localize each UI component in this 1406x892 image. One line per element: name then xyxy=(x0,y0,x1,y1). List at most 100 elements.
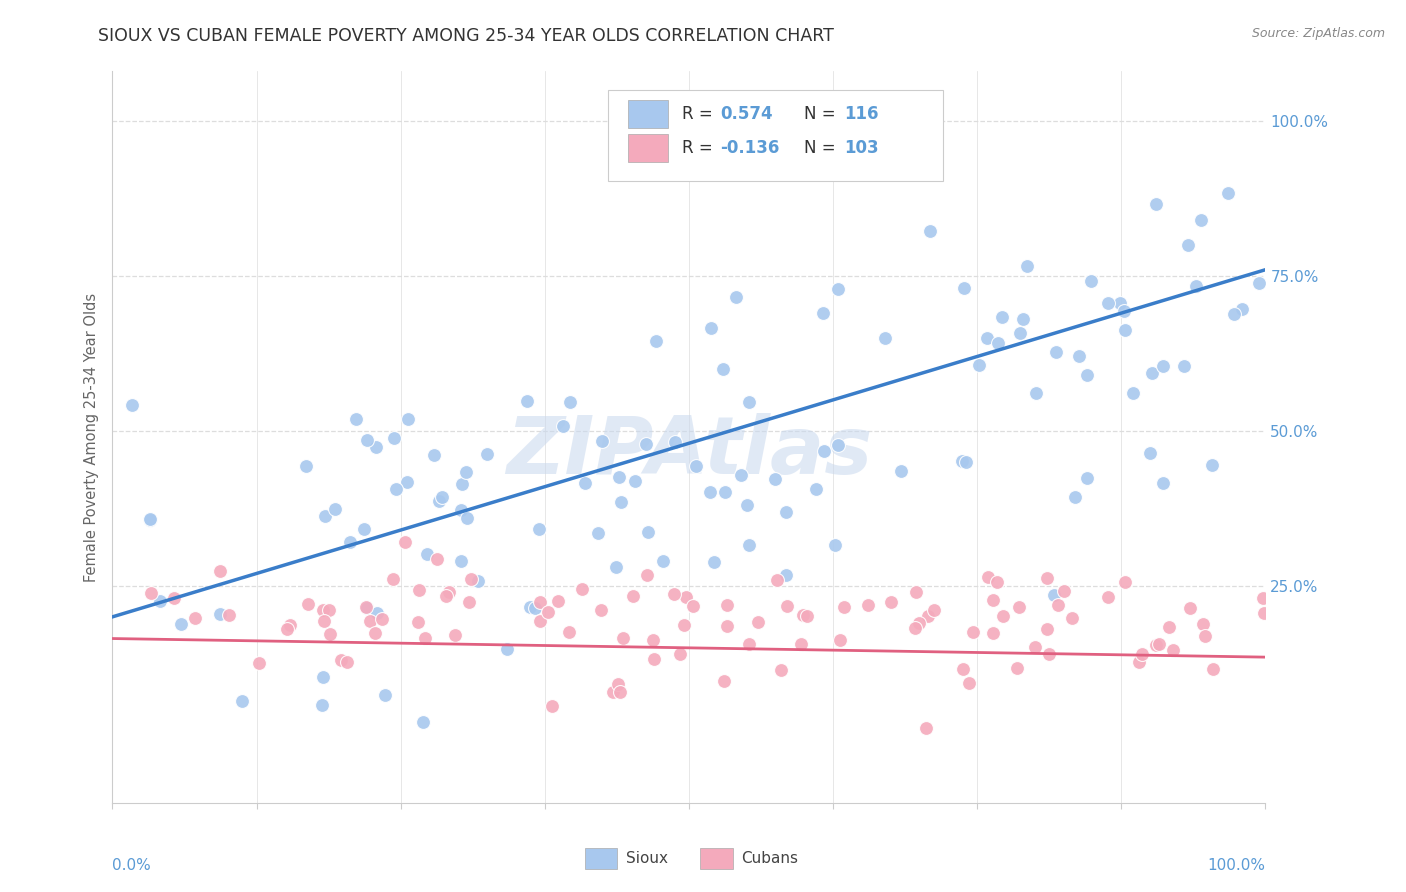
Point xyxy=(571,582,593,597)
Point xyxy=(422,449,444,463)
Point xyxy=(588,526,610,541)
Point xyxy=(356,601,378,615)
Point xyxy=(1064,490,1087,504)
Point xyxy=(1080,274,1102,288)
Point xyxy=(183,611,205,625)
Point xyxy=(953,281,976,295)
Point xyxy=(675,590,697,604)
Point xyxy=(366,440,388,454)
Point xyxy=(434,589,457,603)
Point xyxy=(312,669,335,683)
Point xyxy=(1052,584,1074,599)
Point xyxy=(967,358,990,372)
Text: 103: 103 xyxy=(845,139,879,157)
Point xyxy=(1152,476,1174,491)
Point xyxy=(1130,647,1153,661)
Point xyxy=(672,617,695,632)
Point xyxy=(986,574,1008,589)
Point xyxy=(1035,571,1057,585)
Point xyxy=(366,607,388,621)
Point xyxy=(382,431,405,445)
Point xyxy=(1069,349,1091,363)
Point xyxy=(602,685,624,699)
Point xyxy=(792,607,814,622)
Point xyxy=(1114,323,1136,337)
Point xyxy=(1008,326,1031,341)
Point xyxy=(738,538,761,552)
Point xyxy=(645,334,668,348)
Point xyxy=(702,555,724,569)
Point xyxy=(827,438,849,452)
Point xyxy=(551,418,574,433)
Text: 0.0%: 0.0% xyxy=(112,858,152,872)
Point xyxy=(450,503,472,517)
Point xyxy=(1247,276,1270,290)
Point xyxy=(981,593,1004,607)
Point xyxy=(1147,637,1170,651)
Point xyxy=(460,572,482,586)
Point xyxy=(738,637,761,651)
Point xyxy=(523,601,546,615)
Point xyxy=(1038,647,1060,661)
Point xyxy=(962,624,984,639)
Text: -0.136: -0.136 xyxy=(720,139,779,157)
Point xyxy=(624,474,647,488)
Point xyxy=(149,594,172,608)
Point xyxy=(1177,238,1199,252)
Point xyxy=(139,585,162,599)
Point xyxy=(1161,643,1184,657)
Point xyxy=(950,453,973,467)
Point xyxy=(765,573,787,587)
Point xyxy=(1173,359,1195,373)
Point xyxy=(1076,471,1098,485)
Point xyxy=(381,572,404,586)
Point xyxy=(685,458,707,473)
FancyBboxPatch shape xyxy=(700,848,733,869)
Point xyxy=(456,510,478,524)
Point xyxy=(1157,620,1180,634)
Point xyxy=(828,632,851,647)
Point xyxy=(1114,574,1136,589)
Point xyxy=(1216,186,1239,200)
Text: 100.0%: 100.0% xyxy=(1208,858,1265,872)
Point xyxy=(385,482,408,496)
Point xyxy=(1223,307,1246,321)
Point xyxy=(716,618,738,632)
Point xyxy=(713,485,735,500)
Point xyxy=(547,593,569,607)
Point xyxy=(529,595,551,609)
Text: SIOUX VS CUBAN FEMALE POVERTY AMONG 25-34 YEAR OLDS CORRELATION CHART: SIOUX VS CUBAN FEMALE POVERTY AMONG 25-3… xyxy=(98,27,834,45)
Point xyxy=(824,538,846,552)
Text: R =: R = xyxy=(682,104,718,123)
Point xyxy=(915,722,938,736)
Text: ZIPAtlas: ZIPAtlas xyxy=(506,413,872,491)
Point xyxy=(354,599,377,614)
Point xyxy=(1045,345,1067,359)
Point xyxy=(922,603,945,617)
Point xyxy=(371,612,394,626)
Text: 0.574: 0.574 xyxy=(720,104,773,123)
Point xyxy=(880,595,903,609)
Point xyxy=(344,412,367,426)
Point xyxy=(557,624,579,639)
Point xyxy=(1178,601,1201,615)
Point xyxy=(612,631,634,645)
Point xyxy=(699,485,721,500)
Point xyxy=(724,290,747,304)
Point xyxy=(218,608,240,623)
Text: 116: 116 xyxy=(845,104,879,123)
Point xyxy=(430,490,453,504)
Point xyxy=(834,599,856,614)
Point xyxy=(208,607,231,621)
Point xyxy=(607,676,630,690)
Point xyxy=(297,597,319,611)
Point xyxy=(396,412,419,426)
Text: Source: ZipAtlas.com: Source: ZipAtlas.com xyxy=(1251,27,1385,40)
FancyBboxPatch shape xyxy=(628,100,668,128)
Point xyxy=(312,614,335,628)
Point xyxy=(336,655,359,669)
Point xyxy=(139,512,162,526)
Point xyxy=(412,715,434,730)
Point xyxy=(1152,359,1174,373)
Point xyxy=(609,685,631,699)
